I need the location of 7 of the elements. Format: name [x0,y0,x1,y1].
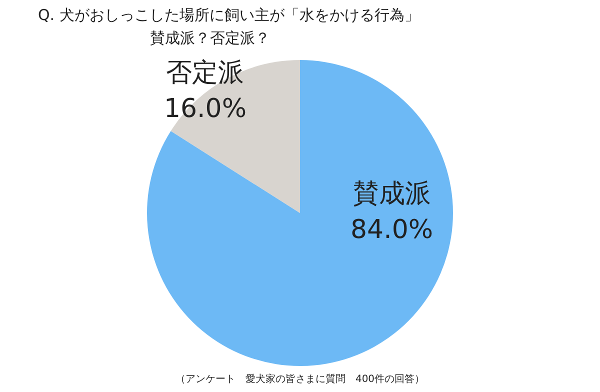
slice-label: 否定派 [166,58,244,88]
slice-label: 賛成派 [352,178,431,209]
chart-title: Q. 犬がおしっこした場所に飼い主が「水をかける行為」 [38,6,420,25]
data-label: 16.0% [164,94,247,124]
data-label: 84.0% [350,214,434,245]
text: （アンケート 愛犬家の皆さまに質問 400件の回答） [174,372,426,386]
chart-subtitle: 賛成派？否定派？ [149,29,271,48]
